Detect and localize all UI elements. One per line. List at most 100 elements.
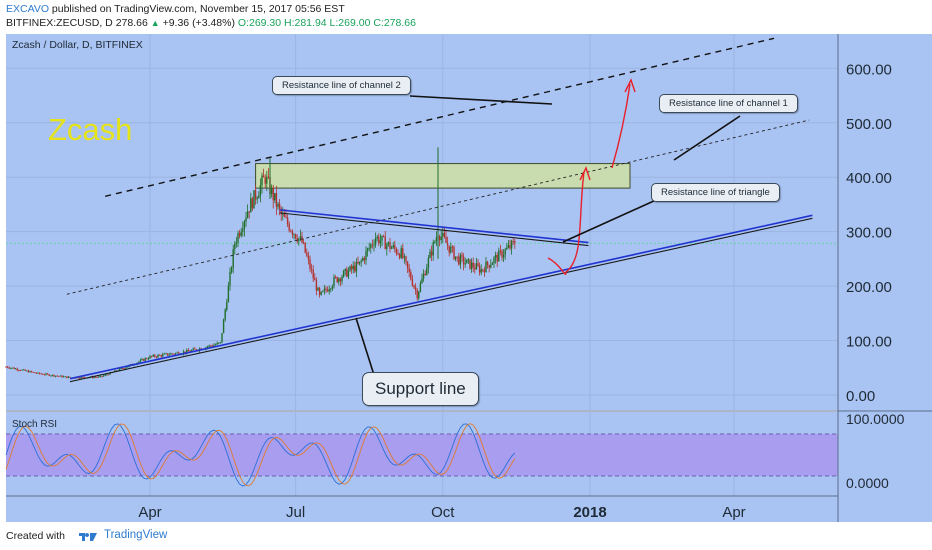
stoch-rsi-label: Stoch RSI xyxy=(12,419,58,430)
footer: Created with TradingView xyxy=(0,524,932,550)
candle-body xyxy=(78,378,81,379)
candle-body xyxy=(362,258,364,261)
candle-body xyxy=(62,376,65,378)
candle-body xyxy=(58,375,60,377)
candle-body xyxy=(214,344,217,346)
candle-body xyxy=(354,265,356,272)
candle-body xyxy=(496,255,498,262)
candle-body xyxy=(294,234,297,239)
candle-body xyxy=(482,269,484,271)
last-price: 278.66 xyxy=(115,17,148,29)
zcash-annotation: Zcash xyxy=(48,112,133,147)
candle-body xyxy=(501,250,503,258)
candle-body xyxy=(406,261,409,269)
candle-body xyxy=(224,309,226,320)
candle-body xyxy=(320,291,322,295)
candle-body xyxy=(357,261,359,264)
time-axis-background xyxy=(6,496,838,522)
candle-body xyxy=(394,245,396,249)
callout-channel-2: Resistance line of channel 2 xyxy=(272,76,411,95)
candle-body xyxy=(336,277,338,283)
callout-pointer-channel-1 xyxy=(673,115,741,161)
candle-body xyxy=(318,288,321,295)
candle-body xyxy=(456,256,458,258)
candle-body xyxy=(101,376,103,377)
candle-body xyxy=(218,342,220,344)
candle-body xyxy=(280,208,282,215)
candle-body xyxy=(262,175,265,178)
resistance-zone xyxy=(255,163,631,189)
candle-body xyxy=(259,185,262,196)
candle-body xyxy=(427,258,430,268)
candle-body xyxy=(488,265,490,268)
candle-body xyxy=(40,373,42,375)
candle-body xyxy=(389,242,391,249)
candle-body xyxy=(512,240,514,242)
y-tick-label: 0.00 xyxy=(846,388,875,405)
candle-body xyxy=(99,376,102,377)
candle-body xyxy=(275,193,278,207)
candle-body xyxy=(16,368,18,371)
candle-body xyxy=(509,245,511,249)
x-tick-label: Apr xyxy=(138,504,161,521)
candle-body xyxy=(29,371,31,373)
candle-body xyxy=(502,254,505,258)
candle-body xyxy=(464,263,466,265)
y-tick-label: 500.00 xyxy=(846,116,892,133)
candle-body xyxy=(382,235,385,237)
price-plot-background xyxy=(6,34,838,410)
candle-body xyxy=(248,211,250,213)
candle-body xyxy=(376,236,378,239)
candle-body xyxy=(158,354,161,356)
candle-body xyxy=(192,348,194,351)
x-tick-label: Jul xyxy=(286,504,305,521)
candle-body xyxy=(282,213,284,215)
candle-body xyxy=(168,354,170,356)
callout-pointer-support xyxy=(355,317,375,376)
tradingview-brand[interactable]: TradingView xyxy=(104,529,168,541)
candle-body xyxy=(459,255,462,265)
y-tick-label: 200.00 xyxy=(846,279,892,296)
price-change: +9.36 (+3.48%) xyxy=(162,17,235,29)
candle-body xyxy=(235,242,238,244)
candle-body xyxy=(285,216,287,218)
author-link[interactable]: EXCAVO xyxy=(6,3,49,15)
candle-body xyxy=(274,193,276,201)
candle-body xyxy=(24,369,26,371)
arrow-head-1 xyxy=(579,166,591,181)
candle-body xyxy=(344,268,346,271)
candle-body xyxy=(304,242,306,253)
candle-body xyxy=(408,268,410,273)
candle-body xyxy=(82,376,84,378)
candle-body xyxy=(30,371,33,373)
candle-body xyxy=(50,375,52,377)
candle-body xyxy=(242,228,244,232)
candle-body xyxy=(147,358,150,360)
created-with-label: Created with xyxy=(6,530,65,542)
candle-body xyxy=(254,190,257,200)
candle-body xyxy=(426,267,428,275)
candle-body xyxy=(277,203,279,207)
symbol-line: BITFINEX:ZECUSD, D 278.66 ▲ +9.36 (+3.48… xyxy=(6,17,416,29)
candle-body xyxy=(107,374,110,376)
candle-body xyxy=(350,266,353,270)
candle-body xyxy=(114,370,116,372)
x-tick-label: Apr xyxy=(722,504,745,521)
candle-body xyxy=(478,265,481,273)
candle-body xyxy=(368,247,370,249)
trendline-triangle-resistance xyxy=(279,209,589,244)
candle-body xyxy=(283,213,286,217)
candle-body xyxy=(472,262,474,268)
candle-body xyxy=(18,370,20,371)
candle-body xyxy=(397,253,399,255)
candle-body xyxy=(170,353,172,355)
candle-body xyxy=(93,377,95,378)
tradingview-logo-icon xyxy=(79,533,97,541)
stoch-d-line xyxy=(5,423,516,487)
candle-body xyxy=(125,367,127,369)
candle-body xyxy=(232,249,234,268)
overlays xyxy=(355,78,741,376)
candle-body xyxy=(470,262,473,269)
candle-body xyxy=(331,285,334,289)
